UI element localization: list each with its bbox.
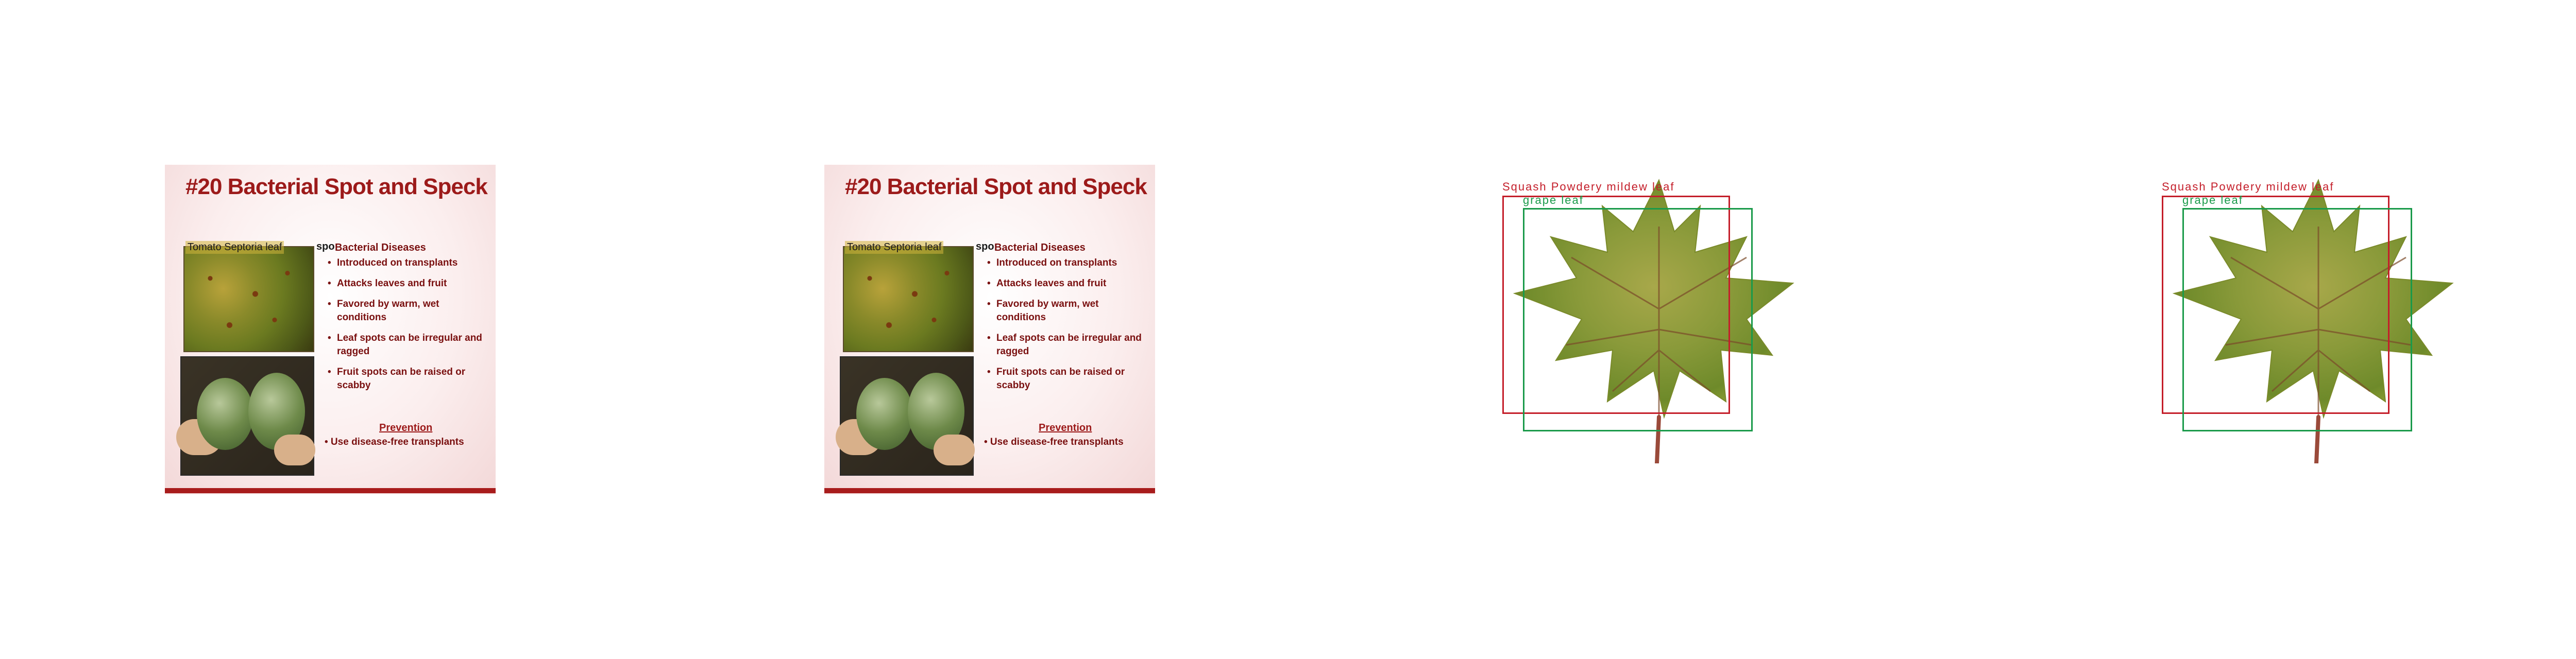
leaf-shape (2172, 179, 2454, 419)
slide-title: #20 Bacterial Spot and Speck (845, 174, 1147, 199)
fruit-photo (836, 356, 975, 476)
detection-box-grape (2182, 208, 2412, 431)
section-heading: Bacterial Diseases (994, 242, 1086, 253)
bullet-item: Attacks leaves and fruit (985, 277, 1148, 290)
bullet-item: Fruit spots can be raised or scabby (326, 366, 488, 392)
bullet-list: Introduced on transplants Attacks leaves… (985, 256, 1148, 400)
detection-box-squash (1502, 196, 1730, 414)
panel-slide-2: #20 Bacterial Spot and Speck Tomato Sept… (659, 0, 1319, 659)
slide-title: #20 Bacterial Spot and Speck (185, 174, 488, 199)
maple-leaf-image (2172, 179, 2454, 463)
photo-caption-fragment: spo (976, 241, 994, 252)
bullet-item: Favored by warm, wet conditions (326, 298, 488, 324)
bullet-item: Fruit spots can be raised or scabby (985, 366, 1148, 392)
leaf-stem (1655, 415, 1661, 463)
panel-leaf-detection-2: Squash Powdery mildew leaf grape leaf (1978, 0, 2576, 659)
photo-caption-fragment: spo (316, 241, 335, 252)
panel-leaf-detection-1: Squash Powdery mildew leaf grape leaf (1319, 0, 1978, 659)
leaf-stem (2314, 415, 2320, 463)
prevention-item: • Use disease-free transplants (984, 437, 1124, 447)
presentation-slide: #20 Bacterial Spot and Speck Tomato Sept… (165, 165, 496, 494)
bullet-item: Leaf spots can be irregular and ragged (985, 332, 1148, 358)
maple-leaf-image (1513, 179, 1794, 463)
slide-footer-rule (824, 488, 1155, 493)
detection-box-squash (2162, 196, 2389, 414)
bullet-item: Introduced on transplants (985, 256, 1148, 270)
prevention-item: • Use disease-free transplants (325, 437, 464, 447)
photo-caption: Tomato Septoria leaf (185, 241, 284, 254)
bullet-item: Introduced on transplants (326, 256, 488, 270)
panel-slide-1: #20 Bacterial Spot and Speck Tomato Sept… (0, 0, 659, 659)
leaf-veins (2225, 227, 2412, 417)
detection-box-grape (1523, 208, 1753, 431)
bullet-item: Leaf spots can be irregular and ragged (326, 332, 488, 358)
bullet-list: Introduced on transplants Attacks leaves… (326, 256, 488, 400)
leaf-spot-photo (843, 246, 974, 352)
slide-footer-rule (165, 488, 496, 493)
prevention-heading: Prevention (379, 422, 433, 433)
presentation-slide: #20 Bacterial Spot and Speck Tomato Sept… (824, 165, 1155, 494)
bullet-item: Favored by warm, wet conditions (985, 298, 1148, 324)
prevention-heading: Prevention (1039, 422, 1092, 433)
fruit-photo (176, 356, 315, 476)
detection-label-squash: Squash Powdery mildew leaf (1502, 180, 1675, 193)
leaf-spot-photo (183, 246, 314, 352)
section-heading: Bacterial Diseases (335, 242, 426, 253)
leaf-veins (1566, 227, 1752, 417)
detection-label-grape: grape leaf (2182, 194, 2243, 206)
detection-label-grape: grape leaf (1523, 194, 1584, 206)
bullet-item: Attacks leaves and fruit (326, 277, 488, 290)
detection-label-squash: Squash Powdery mildew leaf (2162, 180, 2334, 193)
leaf-shape (1513, 179, 1794, 419)
photo-caption: Tomato Septoria leaf (845, 241, 944, 254)
